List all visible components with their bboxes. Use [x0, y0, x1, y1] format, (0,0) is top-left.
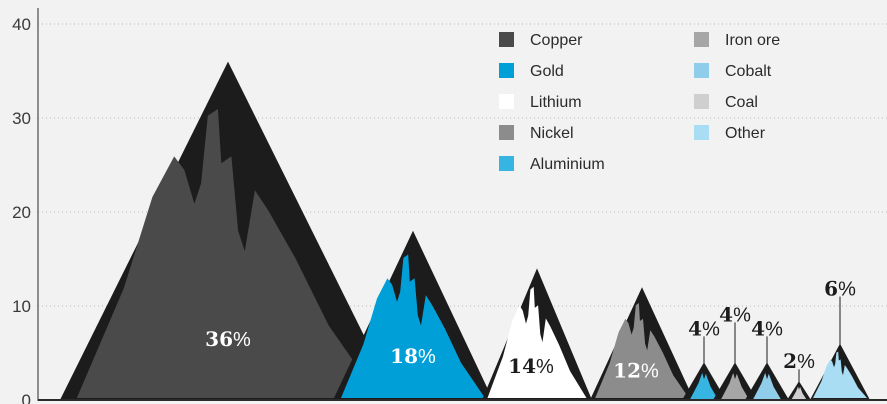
legend-swatch	[499, 156, 514, 171]
mountain-cobalt	[745, 362, 789, 400]
legend-swatch	[499, 63, 514, 78]
legend-item-iron-ore: Iron ore	[694, 32, 780, 49]
percent-sign: %	[536, 356, 554, 378]
legend-label: Cobalt	[725, 63, 772, 80]
mountain-fill	[720, 372, 750, 400]
mountain-fill	[752, 372, 782, 400]
legend-label: Copper	[530, 32, 583, 49]
data-label: 36%	[205, 327, 251, 351]
legend-swatch	[499, 125, 514, 140]
data-label-value: 6	[824, 277, 838, 301]
legend-item-nickel: Nickel	[499, 125, 574, 142]
y-tick-label: 10	[12, 297, 31, 316]
mountain-copper	[60, 61, 396, 400]
data-label: 4%	[751, 316, 783, 340]
mountain-gold	[333, 230, 493, 400]
legend-label: Coal	[725, 94, 758, 111]
y-tick-label: 30	[12, 109, 31, 128]
mountain-fill	[76, 109, 380, 398]
legend-label: Gold	[530, 63, 564, 80]
data-label-value: 4	[751, 316, 765, 340]
legend-swatch	[499, 32, 514, 47]
y-axis: 0 10 20 30 40	[12, 15, 31, 404]
data-label-value: 12	[613, 359, 641, 383]
legend-label: Nickel	[530, 125, 574, 142]
legend-swatch	[499, 94, 514, 109]
data-label-value: 4	[719, 302, 733, 326]
percent-sign: %	[418, 346, 436, 368]
mountains	[60, 61, 870, 400]
mountain-nickel	[590, 287, 694, 400]
data-label-value: 14	[508, 354, 536, 378]
y-tick-label: 0	[22, 391, 31, 404]
mountain-fill	[341, 254, 485, 398]
legend-label: Aluminium	[530, 156, 605, 173]
percent-sign: %	[702, 318, 720, 340]
data-label-value: 36	[205, 327, 233, 351]
y-tick-label: 20	[12, 203, 31, 222]
legend-swatch	[694, 63, 709, 78]
legend-item-aluminium: Aluminium	[499, 156, 605, 173]
data-label-value: 18	[390, 344, 418, 368]
data-label: 4%	[688, 316, 720, 340]
mountain-fill	[791, 386, 807, 400]
y-tick-label: 40	[12, 15, 31, 34]
data-labels: 36%18% 14% 12%4%4%4%2%6%	[205, 277, 856, 384]
legend-label: Iron ore	[725, 32, 780, 49]
mountain-fill	[813, 351, 867, 398]
percent-sign: %	[233, 329, 251, 351]
data-label: 12%	[613, 359, 659, 383]
data-label: 6%	[824, 277, 856, 301]
data-label-value: 4	[688, 316, 702, 340]
data-label-value: 2	[783, 349, 797, 373]
legend-swatch	[694, 94, 709, 109]
legend-item-lithium: Lithium	[499, 94, 582, 111]
data-label: 4%	[719, 302, 751, 326]
legend-item-cobalt: Cobalt	[694, 63, 772, 80]
percent-sign: %	[797, 351, 815, 373]
legend-label: Other	[725, 125, 766, 142]
legend: Copper Gold Lithium Nickel Aluminium Iron ore…	[499, 32, 780, 173]
legend-item-gold: Gold	[499, 63, 564, 80]
percent-sign: %	[641, 361, 659, 383]
mountain-coal	[787, 381, 811, 400]
percent-sign: %	[733, 304, 751, 326]
mountain-fill	[689, 372, 719, 400]
mountain-aluminium	[682, 362, 726, 400]
legend-item-copper: Copper	[499, 32, 583, 49]
gridlines	[38, 23, 887, 307]
mountain-other	[810, 343, 870, 400]
mountain-lithium	[482, 268, 592, 400]
percent-sign: %	[838, 279, 856, 301]
legend-item-other: Other	[694, 125, 766, 142]
data-label: 2%	[783, 349, 815, 373]
legend-swatch	[694, 32, 709, 47]
mountain-iron-ore	[713, 362, 757, 400]
mountain-fill	[487, 286, 587, 398]
legend-item-coal: Coal	[694, 94, 758, 111]
mountain-fill	[595, 303, 689, 398]
legend-swatch	[694, 125, 709, 140]
legend-label: Lithium	[530, 94, 582, 111]
data-label: 18%	[390, 344, 436, 368]
percent-sign: %	[765, 318, 783, 340]
data-label: 14%	[508, 354, 554, 378]
